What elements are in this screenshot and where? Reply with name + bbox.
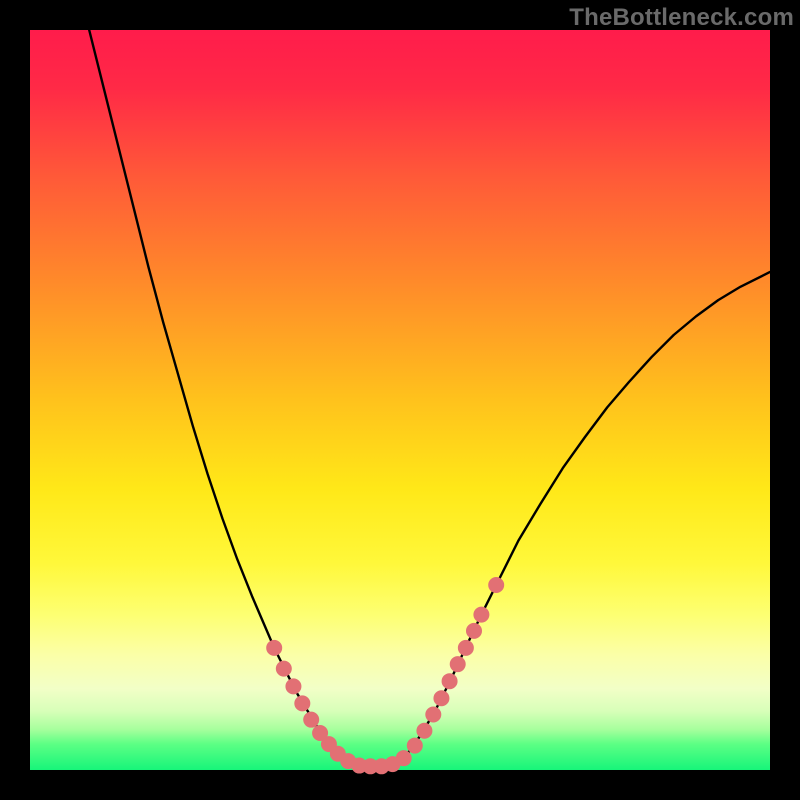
marker-point (489, 578, 504, 593)
marker-point (426, 707, 441, 722)
marker-point (276, 661, 291, 676)
plot-background-gradient (30, 30, 770, 770)
marker-point (442, 674, 457, 689)
marker-point (417, 723, 432, 738)
marker-point (267, 640, 282, 655)
bottleneck-curve-plot (0, 0, 800, 800)
marker-point (467, 623, 482, 638)
marker-point (474, 607, 489, 622)
marker-point (434, 691, 449, 706)
watermark-label: TheBottleneck.com (569, 4, 794, 32)
marker-point (286, 679, 301, 694)
chart-container: TheBottleneck.com (0, 0, 800, 800)
marker-point (295, 696, 310, 711)
marker-point (304, 712, 319, 727)
marker-point (458, 640, 473, 655)
marker-point (450, 657, 465, 672)
marker-point (396, 751, 411, 766)
marker-point (407, 738, 422, 753)
